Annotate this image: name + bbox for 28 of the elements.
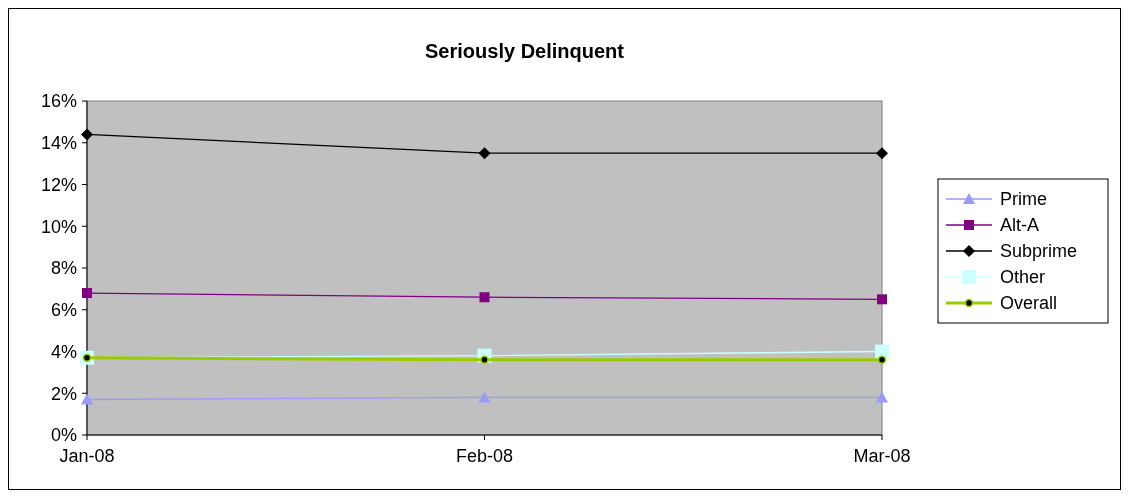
y-tick-label: 2% [50,383,77,404]
legend-label: Alt-A [1000,215,1040,236]
point [876,391,888,403]
y-tick-label: 12% [40,174,77,195]
point [81,128,93,141]
legend-label: Overall [1000,293,1058,314]
x-tick-label: Jan-08 [59,446,115,466]
point [82,288,92,299]
y-tick-label: 16% [40,91,77,112]
point [81,393,93,405]
legend-label: Subprime [1000,241,1078,262]
point [877,355,887,365]
point [478,391,491,403]
legend-label: Other [1000,267,1046,288]
y-tick-label: 6% [50,300,77,321]
point [478,147,491,160]
x-tick-label: Mar-08 [853,446,911,466]
y-tick-label: 14% [40,133,77,154]
y-tick-label: 8% [50,258,77,279]
point [479,292,490,303]
legend-label: Prime [1000,189,1048,210]
y-tick-label: 4% [50,341,77,362]
point [876,147,888,160]
point [877,294,887,305]
y-tick-label: 10% [40,216,77,237]
chart-title: Seriously Delinquent [425,40,625,62]
y-tick-label: 0% [50,425,77,446]
x-tick-label: Feb-08 [455,446,514,466]
